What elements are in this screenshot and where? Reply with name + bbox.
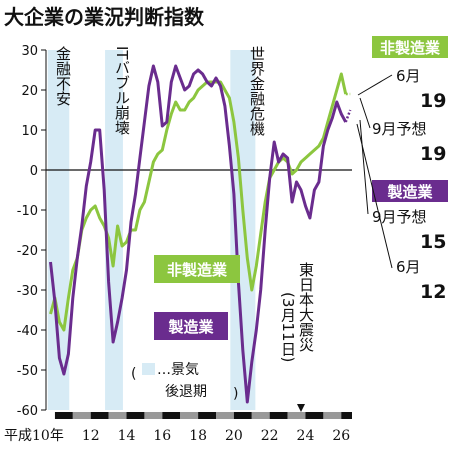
x-tick-label: 16: [153, 428, 171, 444]
x-axis-stripe: [269, 412, 288, 419]
mfg-series-label-text: 製造業: [167, 318, 214, 336]
y-tick-label: -50: [17, 364, 38, 379]
x-tick-label: 12: [82, 428, 100, 444]
legend: ( …景気 後退期 ): [131, 362, 238, 402]
mfg-series-label-bg: [154, 312, 228, 340]
nonmfg-june-label: 6月: [396, 67, 421, 85]
mfg-june-value: 12: [420, 281, 446, 303]
legend-text-line2: 後退期: [165, 384, 207, 400]
y-tick-label: 20: [21, 84, 38, 99]
nonmfg-line: [49, 72, 348, 332]
nonmfg-june-value: 19: [420, 90, 446, 112]
x-axis-stripe: [72, 412, 91, 419]
x-axis-stripe: [323, 412, 342, 419]
mfg-badge-bg: [372, 180, 448, 202]
nonmfg-series-label: 非製造業: [154, 255, 240, 283]
x-tick-label: 24: [297, 428, 315, 444]
x-axis-stripe: [305, 412, 324, 419]
leader-mfg-sept: [359, 119, 369, 215]
mfg-projection: [344, 109, 352, 123]
nonmfg-series-label-text: 非製造業: [167, 261, 228, 279]
x-axis-stripe: [287, 412, 306, 419]
axes: 30 20 10 0 -10 -20 -30 -40 -50 -60 平成10年 12 14 16 18 20…: [4, 44, 352, 444]
legend-bracket-left: (: [131, 366, 136, 382]
x-axis-stripe: [126, 412, 145, 419]
x-axis-stripe: [180, 412, 199, 419]
x-tick-label: 26: [332, 428, 350, 444]
legend-bracket-right: ): [233, 386, 238, 402]
nonmfg-series-label-bg: [154, 255, 240, 283]
recession-label-2: ITバブル崩壊: [113, 46, 131, 135]
x-axis-stripe: [216, 412, 234, 419]
leader-mfg-june: [356, 123, 393, 269]
leader-nonmfg-june: [357, 74, 393, 96]
earthquake-date: (3月11日): [279, 292, 297, 362]
mfg-sept-value: 15: [420, 231, 446, 253]
x-axis-stripe: [198, 412, 216, 419]
legend-swatch: [142, 363, 155, 375]
y-tick-label: -30: [17, 284, 38, 299]
data-lines: [49, 64, 352, 404]
mfg-sept-label: 9月予想: [372, 208, 427, 226]
leader-nonmfg-sept: [359, 97, 371, 129]
y-tick-label: -60: [17, 404, 38, 419]
x-axis-stripe: [341, 412, 352, 419]
nonmfg-sept-label: 9月予想: [372, 120, 427, 138]
x-tick-label: 18: [189, 428, 207, 444]
y-tick-label: 0: [30, 164, 38, 179]
x-tick-label: 平成10年: [4, 428, 64, 444]
mfg-june-label: 6月: [396, 258, 421, 276]
y-tick-label: -20: [17, 244, 38, 259]
y-tick-label: -10: [17, 204, 38, 219]
recession-label-1: 金融不安: [54, 46, 72, 106]
y-tick-label: 30: [21, 44, 38, 59]
x-tick-label: 22: [261, 428, 279, 444]
chart-title: 大企業の業況判断指数: [4, 5, 205, 29]
mfg-line: [49, 64, 348, 404]
right-labels: 非製造業 6月 19 9月予想 19 製造業 9月予想 15 6月 12: [356, 36, 448, 303]
x-axis-stripe: [144, 412, 163, 419]
x-axis-stripe: [162, 412, 181, 419]
earthquake-marker: [297, 404, 305, 412]
x-axis-stripe: [233, 412, 252, 419]
nonmfg-sept-value: 19: [420, 143, 446, 165]
x-axis-stripe: [108, 412, 127, 419]
x-axis-stripe: [90, 412, 109, 419]
mfg-badge-text: 製造業: [386, 183, 433, 201]
y-tick-label: -40: [17, 324, 38, 339]
y-tick-label: 10: [21, 124, 38, 139]
nonmfg-badge-text: 非製造業: [380, 39, 441, 57]
earthquake-label: 東日本大震災: [297, 262, 315, 352]
x-axis-stripe: [251, 412, 270, 419]
mfg-series-label: 製造業: [154, 312, 228, 340]
recession-label-3: 世界金融危機: [248, 46, 266, 137]
x-tick-label: 14: [118, 428, 136, 444]
x-axis-stripe: [54, 412, 73, 419]
legend-text-line1: …景気: [157, 362, 199, 378]
nonmfg-badge-bg: [372, 36, 448, 58]
x-tick-label: 20: [225, 428, 243, 444]
